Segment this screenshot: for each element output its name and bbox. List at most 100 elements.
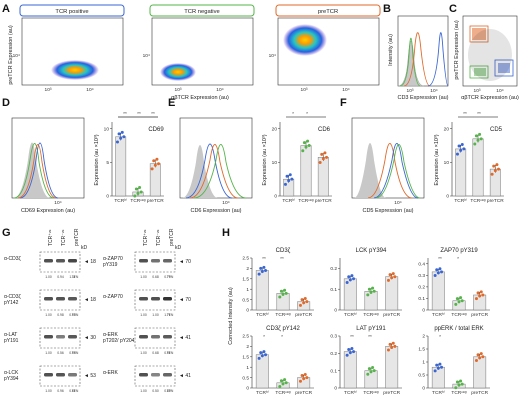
y-tick-label: 20 (444, 126, 450, 132)
y-tick-label: 0.5 (242, 297, 249, 303)
blot-label: α-ERK (103, 370, 119, 376)
tcr-positive-histogram (373, 143, 419, 199)
blot-band (68, 297, 77, 301)
band-quant: 0.50 (152, 389, 159, 393)
data-point (460, 142, 464, 146)
flow-plot-pretcr: preTCR 10³ 10⁴ 10⁴ (269, 4, 381, 93)
scatter-overlay (468, 25, 514, 81)
bar (385, 276, 399, 311)
data-point (457, 144, 461, 148)
overlay-frame (462, 15, 518, 87)
blot-band (56, 259, 65, 263)
y-tick-label: 5 (106, 160, 109, 166)
band-quant: 1.00 (140, 389, 147, 393)
y-tick-label: 1.5 (242, 355, 249, 361)
significance-marker: ** (280, 256, 284, 262)
band-quant: 1.71 (164, 313, 171, 317)
data-point (440, 365, 444, 369)
significance-marker: * (439, 334, 441, 340)
x-tick: 10⁴ (430, 88, 437, 94)
band-quant: 0.80 (164, 389, 171, 393)
panel-letter-c: C (449, 3, 457, 15)
chart-title: CD6 (318, 127, 331, 133)
y-tick-label: 0.3 (330, 334, 337, 340)
data-point (302, 301, 306, 305)
y-tick-label: 0 (246, 308, 249, 314)
data-point (495, 163, 499, 167)
y-tick-label: 0.2 (418, 285, 425, 291)
category-label: preTCR (383, 312, 400, 318)
data-point (318, 160, 322, 164)
data-point (350, 274, 354, 278)
band-quant: 0.68 (152, 275, 159, 279)
data-point (369, 370, 373, 374)
band-quant: 0.56 (57, 351, 64, 355)
data-point (388, 273, 392, 277)
y-tick-label: 0 (422, 386, 425, 392)
h-subchart: CD3ζ 0 0.5 1 1.5 2 2.5 TCRʰⁱ TCRⁿᵉᵍ preTCR ** ** (242, 248, 314, 318)
category-label: preTCR (383, 390, 400, 396)
data-point (260, 270, 264, 274)
y-tick-label: 0 (334, 386, 337, 392)
data-point (435, 268, 439, 272)
data-point (393, 344, 397, 348)
bar (343, 278, 357, 311)
data-point (302, 377, 306, 381)
category-label: preTCR (147, 198, 164, 204)
category-label: TCRʰⁱ (344, 389, 357, 396)
bar (473, 356, 487, 389)
data-point (259, 351, 263, 355)
data-point (476, 353, 480, 357)
data-point (320, 152, 324, 156)
y-tick-label: 0.5 (242, 375, 249, 381)
molecular-weight: ◄ 18 (84, 259, 96, 265)
significance-marker: * (263, 334, 265, 340)
y-tick-label: 0 (246, 386, 249, 392)
panel-c: preTCR Expression (au) 10³ 10⁴ αβTCR Exp… (454, 15, 519, 101)
data-point (459, 379, 463, 383)
data-point (490, 172, 494, 176)
blot-band (44, 259, 53, 263)
y-tick-label: 0 (422, 308, 425, 314)
y-tick-label: 2.5 (242, 334, 249, 340)
x-tick: 10⁴ (216, 87, 223, 93)
data-point (303, 372, 307, 376)
data-point (460, 382, 464, 386)
tcr-negative-histogram (193, 144, 247, 199)
category-label: TCRⁿᵉᵍ (275, 312, 290, 318)
bar (115, 136, 127, 197)
chart-title: ZAP70 pY319 (440, 248, 478, 254)
data-point (474, 134, 478, 138)
category-label: TCRⁿᵉᵍ (451, 312, 466, 318)
hist-xlabel: CD6 Expression (au) (190, 208, 241, 214)
panel-a-ylabel: preTCR Expression (au) (8, 25, 14, 84)
molecular-weight: ◄ 41 (179, 335, 191, 341)
data-point (367, 287, 371, 291)
blot-band (163, 297, 172, 301)
data-point (139, 190, 143, 194)
category-label: TCRⁿᵉᵍ (363, 390, 378, 396)
significance-marker: ** (151, 111, 155, 117)
data-point (281, 292, 285, 296)
data-point (120, 130, 124, 134)
y-tick-label: 1 (422, 360, 425, 366)
y-tick: 10⁴ (143, 53, 150, 59)
data-point (119, 136, 123, 140)
y-tick-label: 1 (246, 365, 249, 371)
data-point (284, 381, 288, 385)
category-label: TCRⁿᵉᵍ (130, 198, 145, 204)
data-point (305, 300, 309, 304)
data-point (459, 296, 463, 300)
significance-marker: * (306, 111, 308, 117)
blot-band (68, 373, 77, 377)
panel-letter-g: G (2, 227, 11, 239)
hist-xlabel: CD5 Expression (au) (362, 208, 413, 214)
data-point (157, 162, 161, 166)
band-quant: 1.00 (45, 351, 52, 355)
data-point (459, 148, 463, 152)
data-point (476, 291, 480, 295)
data-point (497, 167, 501, 171)
chart-title: LCK pY394 (356, 248, 387, 254)
data-point (287, 179, 291, 183)
